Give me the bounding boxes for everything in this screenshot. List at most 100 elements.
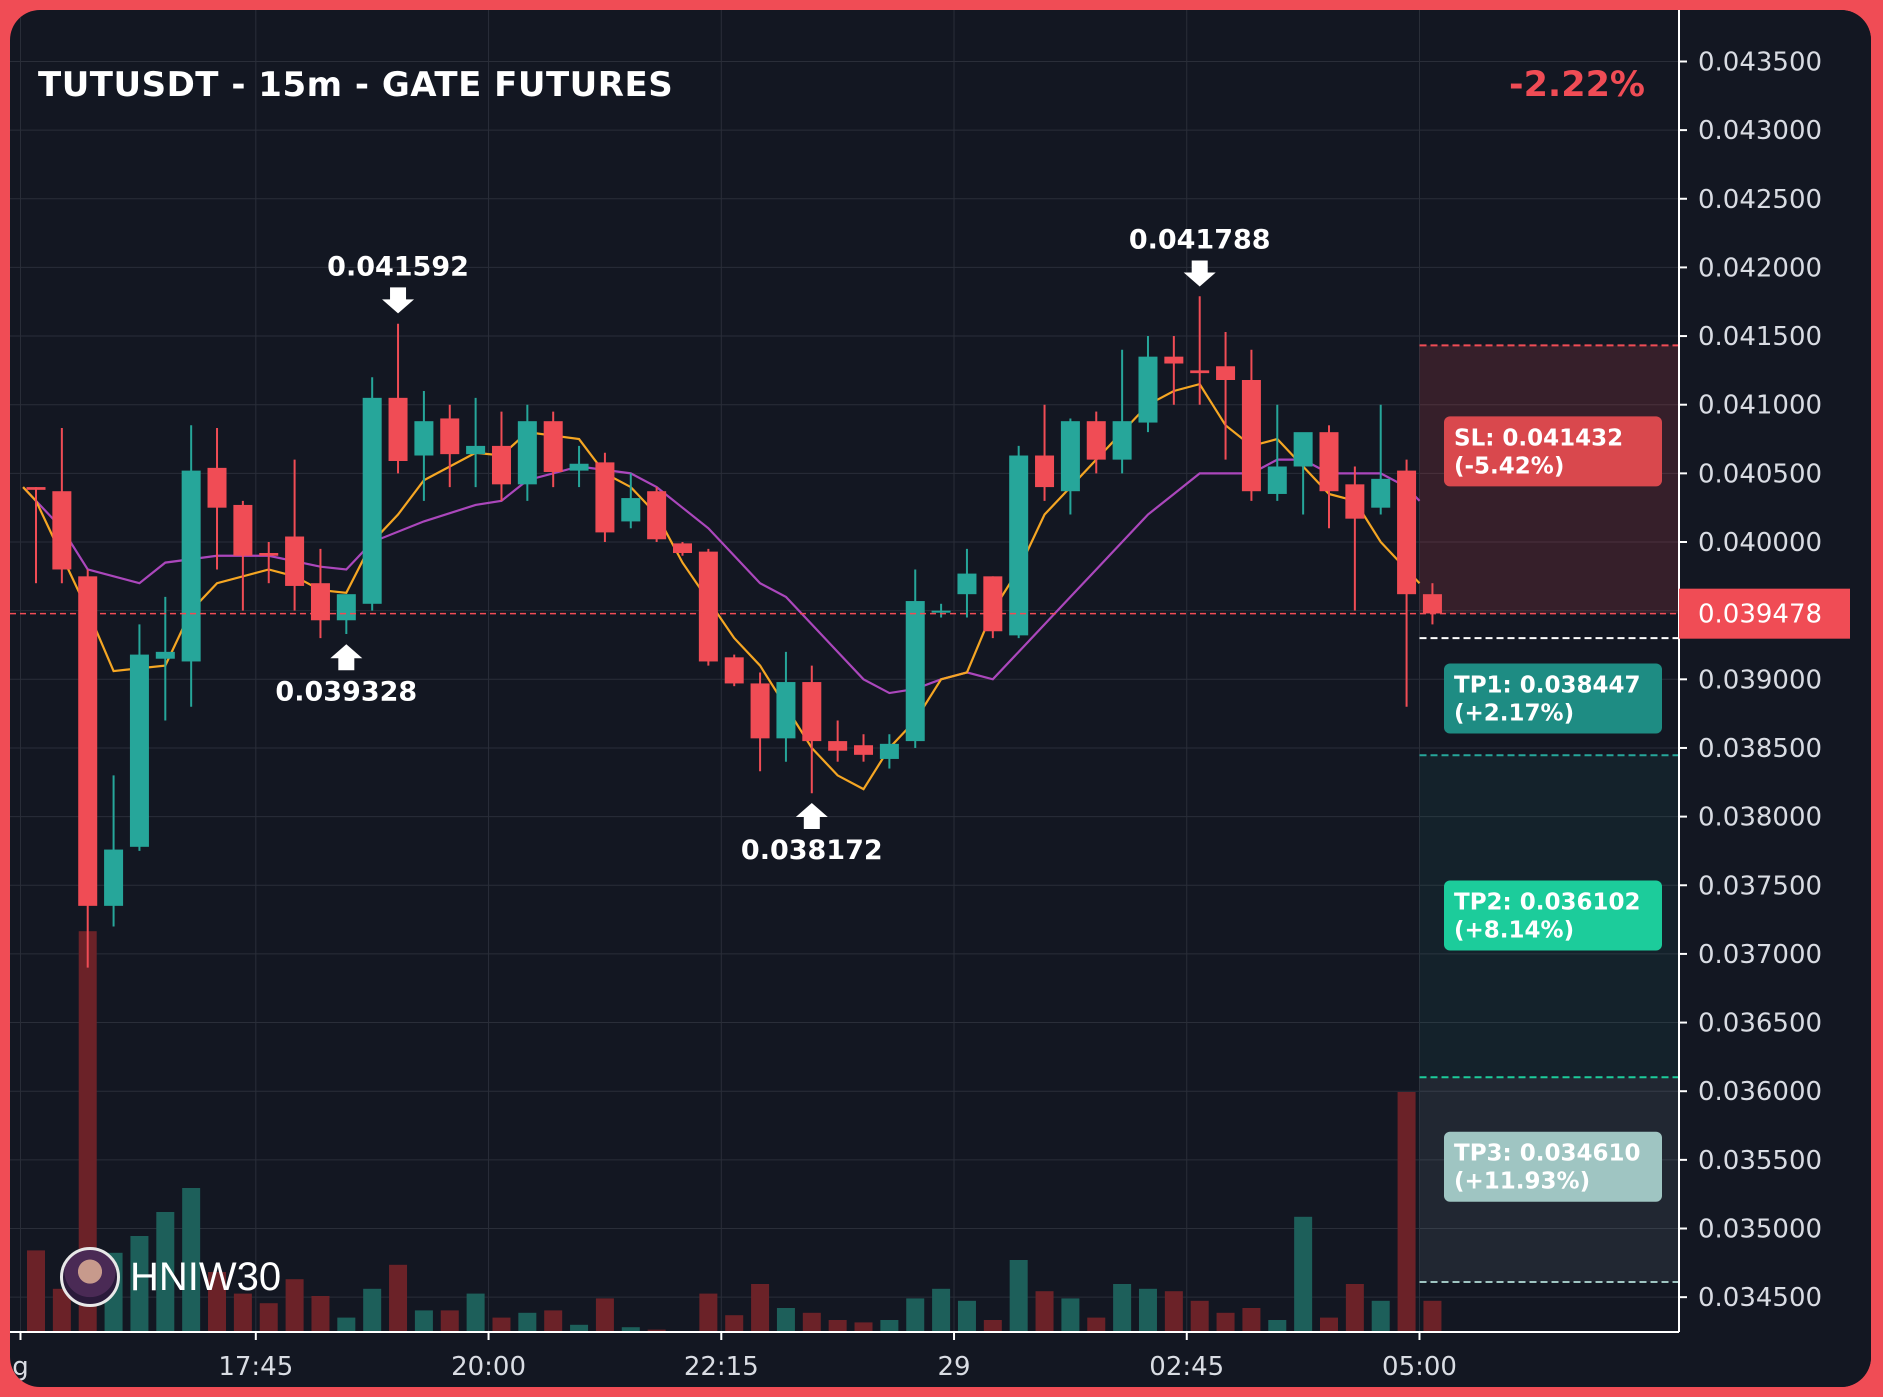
volume-bar [182,1188,201,1332]
volume-bar [440,1310,459,1332]
y-tick-label: 0.035500 [1698,1146,1822,1176]
candle [1422,594,1442,614]
candle [828,741,848,751]
candle [1086,421,1106,460]
watermark-handle: HNIW30 [130,1254,282,1299]
candle [543,421,563,472]
volume-bar [699,1293,718,1332]
tp1-percent: (+2.17%) [1454,701,1574,727]
candle [1112,421,1132,460]
volume-bar [751,1284,770,1332]
arrow-down-icon [1183,260,1216,287]
candle [983,576,1003,632]
y-tick-label: 0.041500 [1698,322,1822,352]
candle [233,504,253,556]
volume-bar [389,1264,408,1332]
candle [517,421,537,485]
volume-bar [52,1288,71,1332]
x-tick-label: g [12,1352,29,1382]
volume-bar [1268,1320,1287,1332]
candle [259,552,279,556]
candle [310,583,330,621]
sl-label-box [1444,416,1662,487]
candle [569,463,589,471]
volume-bar [492,1317,511,1332]
volume-bar [725,1315,744,1332]
volume-bar [828,1320,847,1332]
volume-bar [363,1288,382,1332]
pivot-low-label: 0.039328 [275,676,417,707]
volume-bar [880,1320,899,1332]
arrow-up-icon [795,802,828,829]
volume-bar [130,1236,149,1332]
chart-title: TUTUSDT - 15m - GATE FUTURES [38,65,674,105]
y-tick-label: 0.041000 [1698,391,1822,421]
y-axis-panel [1679,10,1871,1387]
candle [1267,466,1287,494]
volume-bar [285,1279,304,1332]
candle [1164,356,1184,364]
tp2-label-box [1444,880,1662,951]
candle [466,445,486,455]
watermark: HNIW30 [60,1247,281,1307]
candle [1060,421,1080,492]
candle [1319,432,1339,492]
candle [155,651,175,659]
candle [905,601,925,742]
candle [957,573,977,595]
pivot-high-label: 0.041788 [1129,225,1271,256]
volume-bar [906,1298,925,1332]
volume-bar [1371,1300,1390,1332]
volume-bar [466,1293,485,1332]
volume-bar [776,1308,795,1332]
candle [52,491,72,570]
candle [414,421,434,456]
y-tick-label: 0.036000 [1698,1077,1822,1107]
volume-bar [621,1327,640,1332]
candle [1293,432,1313,467]
candle [879,743,899,759]
y-tick-label: 0.036500 [1698,1009,1822,1039]
candle [1371,478,1391,508]
candle [78,576,98,906]
volume-bar [595,1298,614,1332]
x-tick-label: 29 [937,1352,970,1382]
tp1-label-box [1444,663,1662,734]
volume-bar [570,1324,589,1332]
x-tick-label: 05:00 [1382,1352,1457,1382]
candle [1138,356,1158,423]
candle [1035,455,1055,488]
volume-bar [518,1312,537,1332]
candle [129,654,149,847]
volume-bar [1138,1288,1157,1332]
tp3-label-box [1444,1131,1662,1202]
candle [1216,366,1236,380]
tp1-label: TP1: 0.038447 [1454,673,1641,699]
tp3-label: TP3: 0.034610 [1454,1141,1641,1167]
x-tick-label: 22:15 [684,1352,759,1382]
volume-bar [1294,1216,1313,1332]
y-tick-label: 0.042500 [1698,185,1822,215]
volume-bar [854,1322,873,1332]
y-tick-label: 0.039000 [1698,665,1822,695]
volume-bar [983,1320,1002,1332]
volume-bar [1397,1092,1416,1332]
volume-bar [1345,1284,1364,1332]
candle [181,470,201,662]
volume-bar [1164,1291,1183,1332]
volume-bar [1087,1317,1106,1332]
price-chart[interactable]: SL: 0.041432(-5.42%) TP1: 0.038447(+2.17%… [10,10,1871,1387]
candle [621,498,641,522]
y-tick-label: 0.040000 [1698,528,1822,558]
candle [388,397,408,462]
candle [673,543,692,553]
volume-bar [1113,1284,1132,1332]
candle [491,445,511,485]
candle [336,594,356,621]
volume-bar [156,1212,175,1332]
candle [362,397,382,604]
tp2-label: TP2: 0.036102 [1454,889,1641,915]
tp3-percent: (+11.93%) [1454,1169,1590,1195]
volume-bar [414,1310,433,1332]
volume-bar [1242,1308,1261,1332]
